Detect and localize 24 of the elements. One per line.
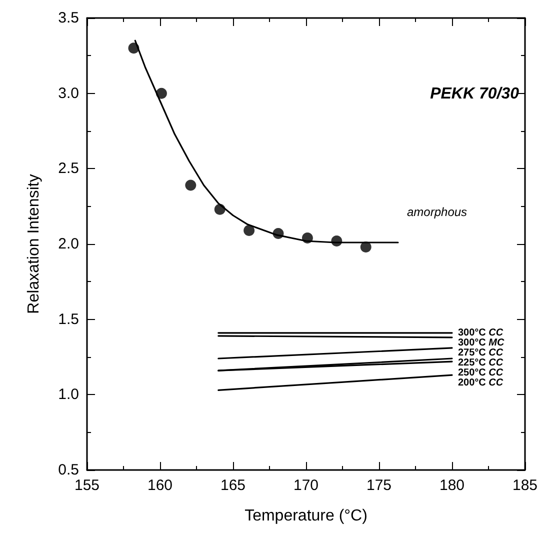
y-tick-label: 1.5 bbox=[58, 310, 79, 328]
y-tick-label: 2.0 bbox=[58, 236, 79, 252]
legend-label: 275°C CC bbox=[458, 347, 504, 358]
x-tick-label: 175 bbox=[366, 477, 392, 494]
annotation: PEKK 70/30 bbox=[430, 86, 520, 102]
x-tick-label: 155 bbox=[74, 477, 100, 494]
x-tick-label: 170 bbox=[293, 477, 319, 494]
series-label: 300°C CC bbox=[458, 327, 504, 338]
y-tick-label: 3.5 bbox=[58, 10, 79, 26]
x-tick-label: 180 bbox=[439, 477, 465, 494]
series-label: 300°C MC bbox=[458, 337, 506, 348]
x-tick-label: 165 bbox=[220, 477, 246, 494]
x-tick-label: 185 bbox=[512, 477, 538, 494]
series-label: 250°C CC bbox=[458, 367, 504, 378]
y-tick-label: 3.0 bbox=[58, 84, 79, 102]
series-label: 200°C CC bbox=[458, 377, 504, 388]
x-tick-label: 160 bbox=[147, 477, 173, 494]
series-label: 225°C CC bbox=[458, 357, 504, 368]
y-tick-label: 2.5 bbox=[58, 160, 79, 178]
annotation: amorphous bbox=[407, 205, 468, 219]
x-axis-title: Temperature (°C) bbox=[244, 508, 368, 524]
y-tick-label: 0.5 bbox=[58, 462, 79, 478]
y-axis-title: Relaxation Intensity bbox=[26, 174, 42, 314]
y-tick-label: 1.0 bbox=[58, 386, 79, 404]
